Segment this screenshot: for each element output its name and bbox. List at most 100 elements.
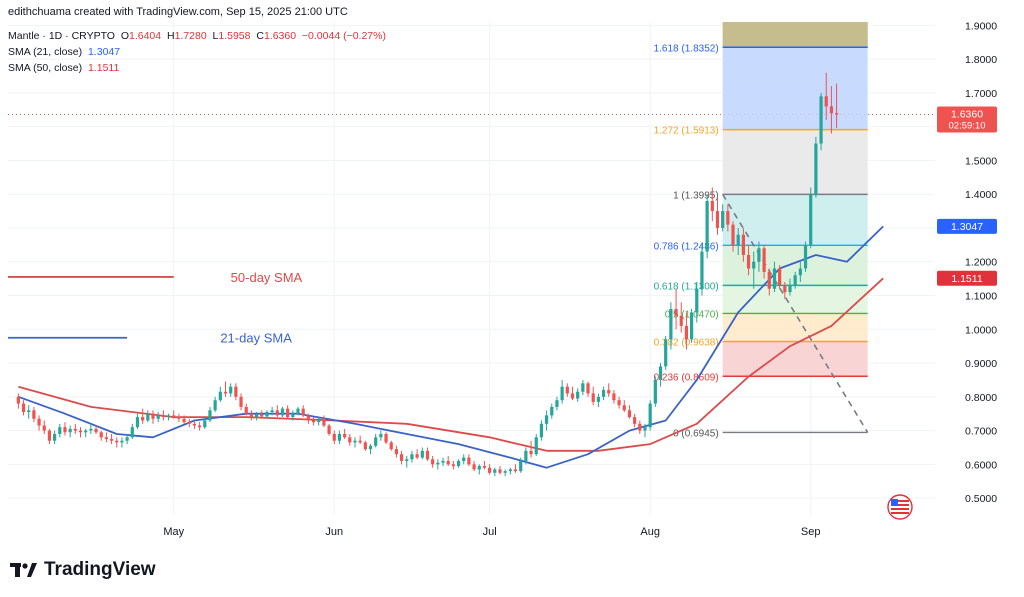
candle[interactable] — [229, 383, 233, 397]
candle[interactable] — [560, 379, 564, 404]
candle[interactable] — [16, 393, 20, 409]
candle[interactable] — [627, 405, 632, 419]
candle[interactable] — [814, 136, 818, 198]
candle[interactable] — [374, 433, 378, 448]
country-flag-icon[interactable] — [887, 494, 913, 520]
candle[interactable] — [358, 435, 362, 445]
candle[interactable] — [218, 386, 222, 402]
candle[interactable] — [819, 92, 823, 151]
candle[interactable] — [601, 386, 606, 401]
candle[interactable] — [104, 432, 109, 443]
candle[interactable] — [612, 390, 616, 404]
candle[interactable] — [648, 400, 652, 431]
candle[interactable] — [741, 227, 745, 262]
candle[interactable] — [798, 261, 802, 283]
candle[interactable] — [399, 450, 404, 465]
candle[interactable] — [156, 412, 160, 423]
candle[interactable] — [446, 455, 450, 467]
candle[interactable] — [638, 420, 642, 434]
candle[interactable] — [736, 227, 740, 255]
candle[interactable] — [198, 422, 202, 431]
candle[interactable] — [726, 204, 730, 232]
candle[interactable] — [208, 406, 212, 423]
candle[interactable] — [456, 459, 461, 468]
candle[interactable] — [223, 381, 228, 397]
candle[interactable] — [824, 72, 828, 120]
candle[interactable] — [125, 433, 129, 445]
candle[interactable] — [89, 423, 93, 434]
candle[interactable] — [337, 430, 342, 445]
candle[interactable] — [674, 288, 678, 330]
candle[interactable] — [493, 467, 497, 477]
candle[interactable] — [679, 302, 683, 333]
candle[interactable] — [803, 241, 808, 272]
candle[interactable] — [607, 383, 611, 397]
candle[interactable] — [658, 363, 663, 387]
candle[interactable] — [762, 244, 766, 279]
candle[interactable] — [576, 388, 580, 402]
candle[interactable] — [94, 425, 98, 434]
candle[interactable] — [405, 455, 409, 468]
candle[interactable] — [109, 433, 114, 445]
candle[interactable] — [203, 417, 207, 429]
candle[interactable] — [508, 467, 512, 475]
candle[interactable] — [306, 413, 310, 424]
candle[interactable] — [389, 440, 393, 451]
candle[interactable] — [689, 309, 694, 343]
candle[interactable] — [503, 469, 507, 477]
candle[interactable] — [705, 194, 709, 259]
candle[interactable] — [254, 412, 259, 421]
candle[interactable] — [436, 459, 440, 470]
candle[interactable] — [809, 187, 813, 249]
candle[interactable] — [519, 457, 523, 473]
candle[interactable] — [591, 386, 595, 406]
candle[interactable] — [721, 204, 725, 232]
candle[interactable] — [633, 413, 637, 428]
candle[interactable] — [332, 430, 336, 445]
candle[interactable] — [788, 278, 792, 296]
candle[interactable] — [544, 410, 549, 431]
candle[interactable] — [286, 405, 290, 419]
candle[interactable] — [291, 410, 295, 421]
candle[interactable] — [37, 415, 41, 431]
candle[interactable] — [617, 396, 621, 409]
candle[interactable] — [151, 410, 155, 424]
candle[interactable] — [570, 386, 575, 401]
candle[interactable] — [115, 437, 119, 448]
candle[interactable] — [296, 406, 300, 416]
candle[interactable] — [793, 271, 797, 289]
candle[interactable] — [778, 265, 782, 289]
candle[interactable] — [415, 449, 419, 460]
candle[interactable] — [301, 405, 305, 418]
candle[interactable] — [410, 450, 414, 463]
candle[interactable] — [130, 423, 134, 440]
candle[interactable] — [731, 221, 735, 252]
candle[interactable] — [239, 393, 243, 411]
candle[interactable] — [260, 410, 264, 419]
candle[interactable] — [244, 403, 248, 416]
candle[interactable] — [177, 413, 181, 423]
candle[interactable] — [669, 302, 673, 350]
candle[interactable] — [275, 405, 279, 418]
candle[interactable] — [99, 430, 103, 441]
candle[interactable] — [311, 417, 316, 426]
candle[interactable] — [317, 417, 321, 426]
candlesticks[interactable] — [16, 72, 839, 477]
candle[interactable] — [53, 430, 57, 445]
candle[interactable] — [42, 420, 46, 434]
candle[interactable] — [425, 447, 430, 461]
candle[interactable] — [32, 406, 36, 423]
candle[interactable] — [529, 440, 533, 458]
candle[interactable] — [834, 83, 839, 129]
candle[interactable] — [166, 413, 171, 421]
fibonacci-retracement[interactable]: 1.618 (1.8352) 1.272 (1.5913) 1 (1.3995) 0.… — [654, 22, 869, 439]
candle[interactable] — [135, 413, 140, 429]
candle[interactable] — [280, 406, 285, 418]
candle[interactable] — [596, 393, 600, 407]
candle[interactable] — [684, 312, 689, 350]
candle[interactable] — [565, 383, 569, 397]
candle[interactable] — [441, 457, 445, 467]
price-axis[interactable]: 0.5000 0.6000 0.7000 0.8000 0.9000 1.0000 1.10… — [965, 20, 997, 505]
tradingview-brand[interactable]: TradingView — [10, 559, 156, 581]
candle[interactable] — [58, 423, 62, 438]
